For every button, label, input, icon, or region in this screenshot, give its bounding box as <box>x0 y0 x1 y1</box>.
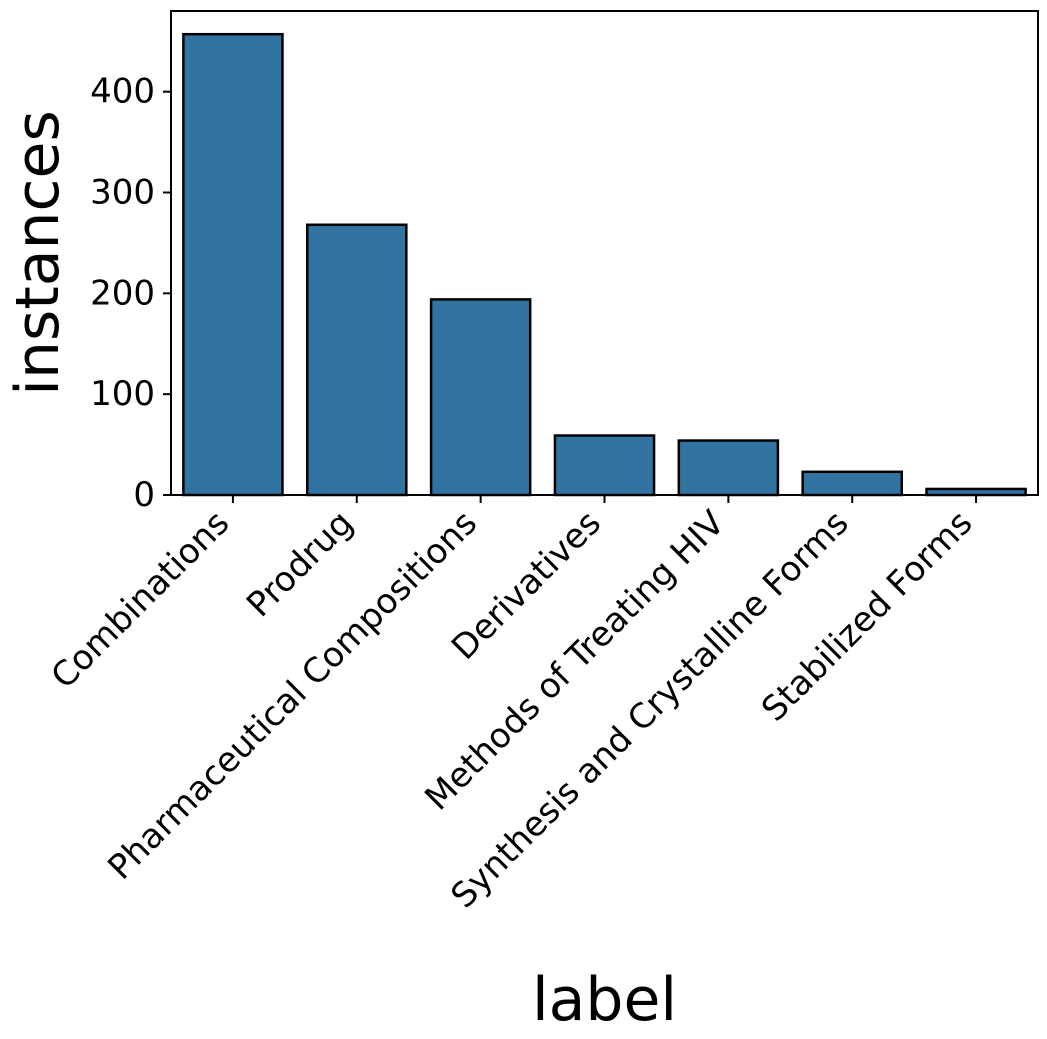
x-tick-label: Prodrug <box>239 503 361 625</box>
x-tick-label: Stabilized Forms <box>754 503 980 729</box>
bar <box>305 223 408 497</box>
y-axis-title: instances <box>3 110 73 395</box>
y-tick-label: 300 <box>90 173 155 213</box>
y-tick-label: 100 <box>90 374 155 414</box>
y-tick-label: 0 <box>133 475 155 515</box>
x-tick-label: Combinations <box>44 503 238 697</box>
bars-group <box>182 32 1027 497</box>
y-axis-ticks: 0 100 200 300 400 <box>90 72 171 515</box>
bar <box>801 470 904 497</box>
bar <box>677 439 780 497</box>
bar <box>429 298 532 497</box>
plot-frame <box>170 10 1039 496</box>
x-axis-title: label <box>532 965 677 1035</box>
bar <box>182 32 284 497</box>
y-tick-label: 400 <box>90 72 155 112</box>
y-tick-label: 200 <box>90 273 155 313</box>
bar <box>553 434 656 497</box>
